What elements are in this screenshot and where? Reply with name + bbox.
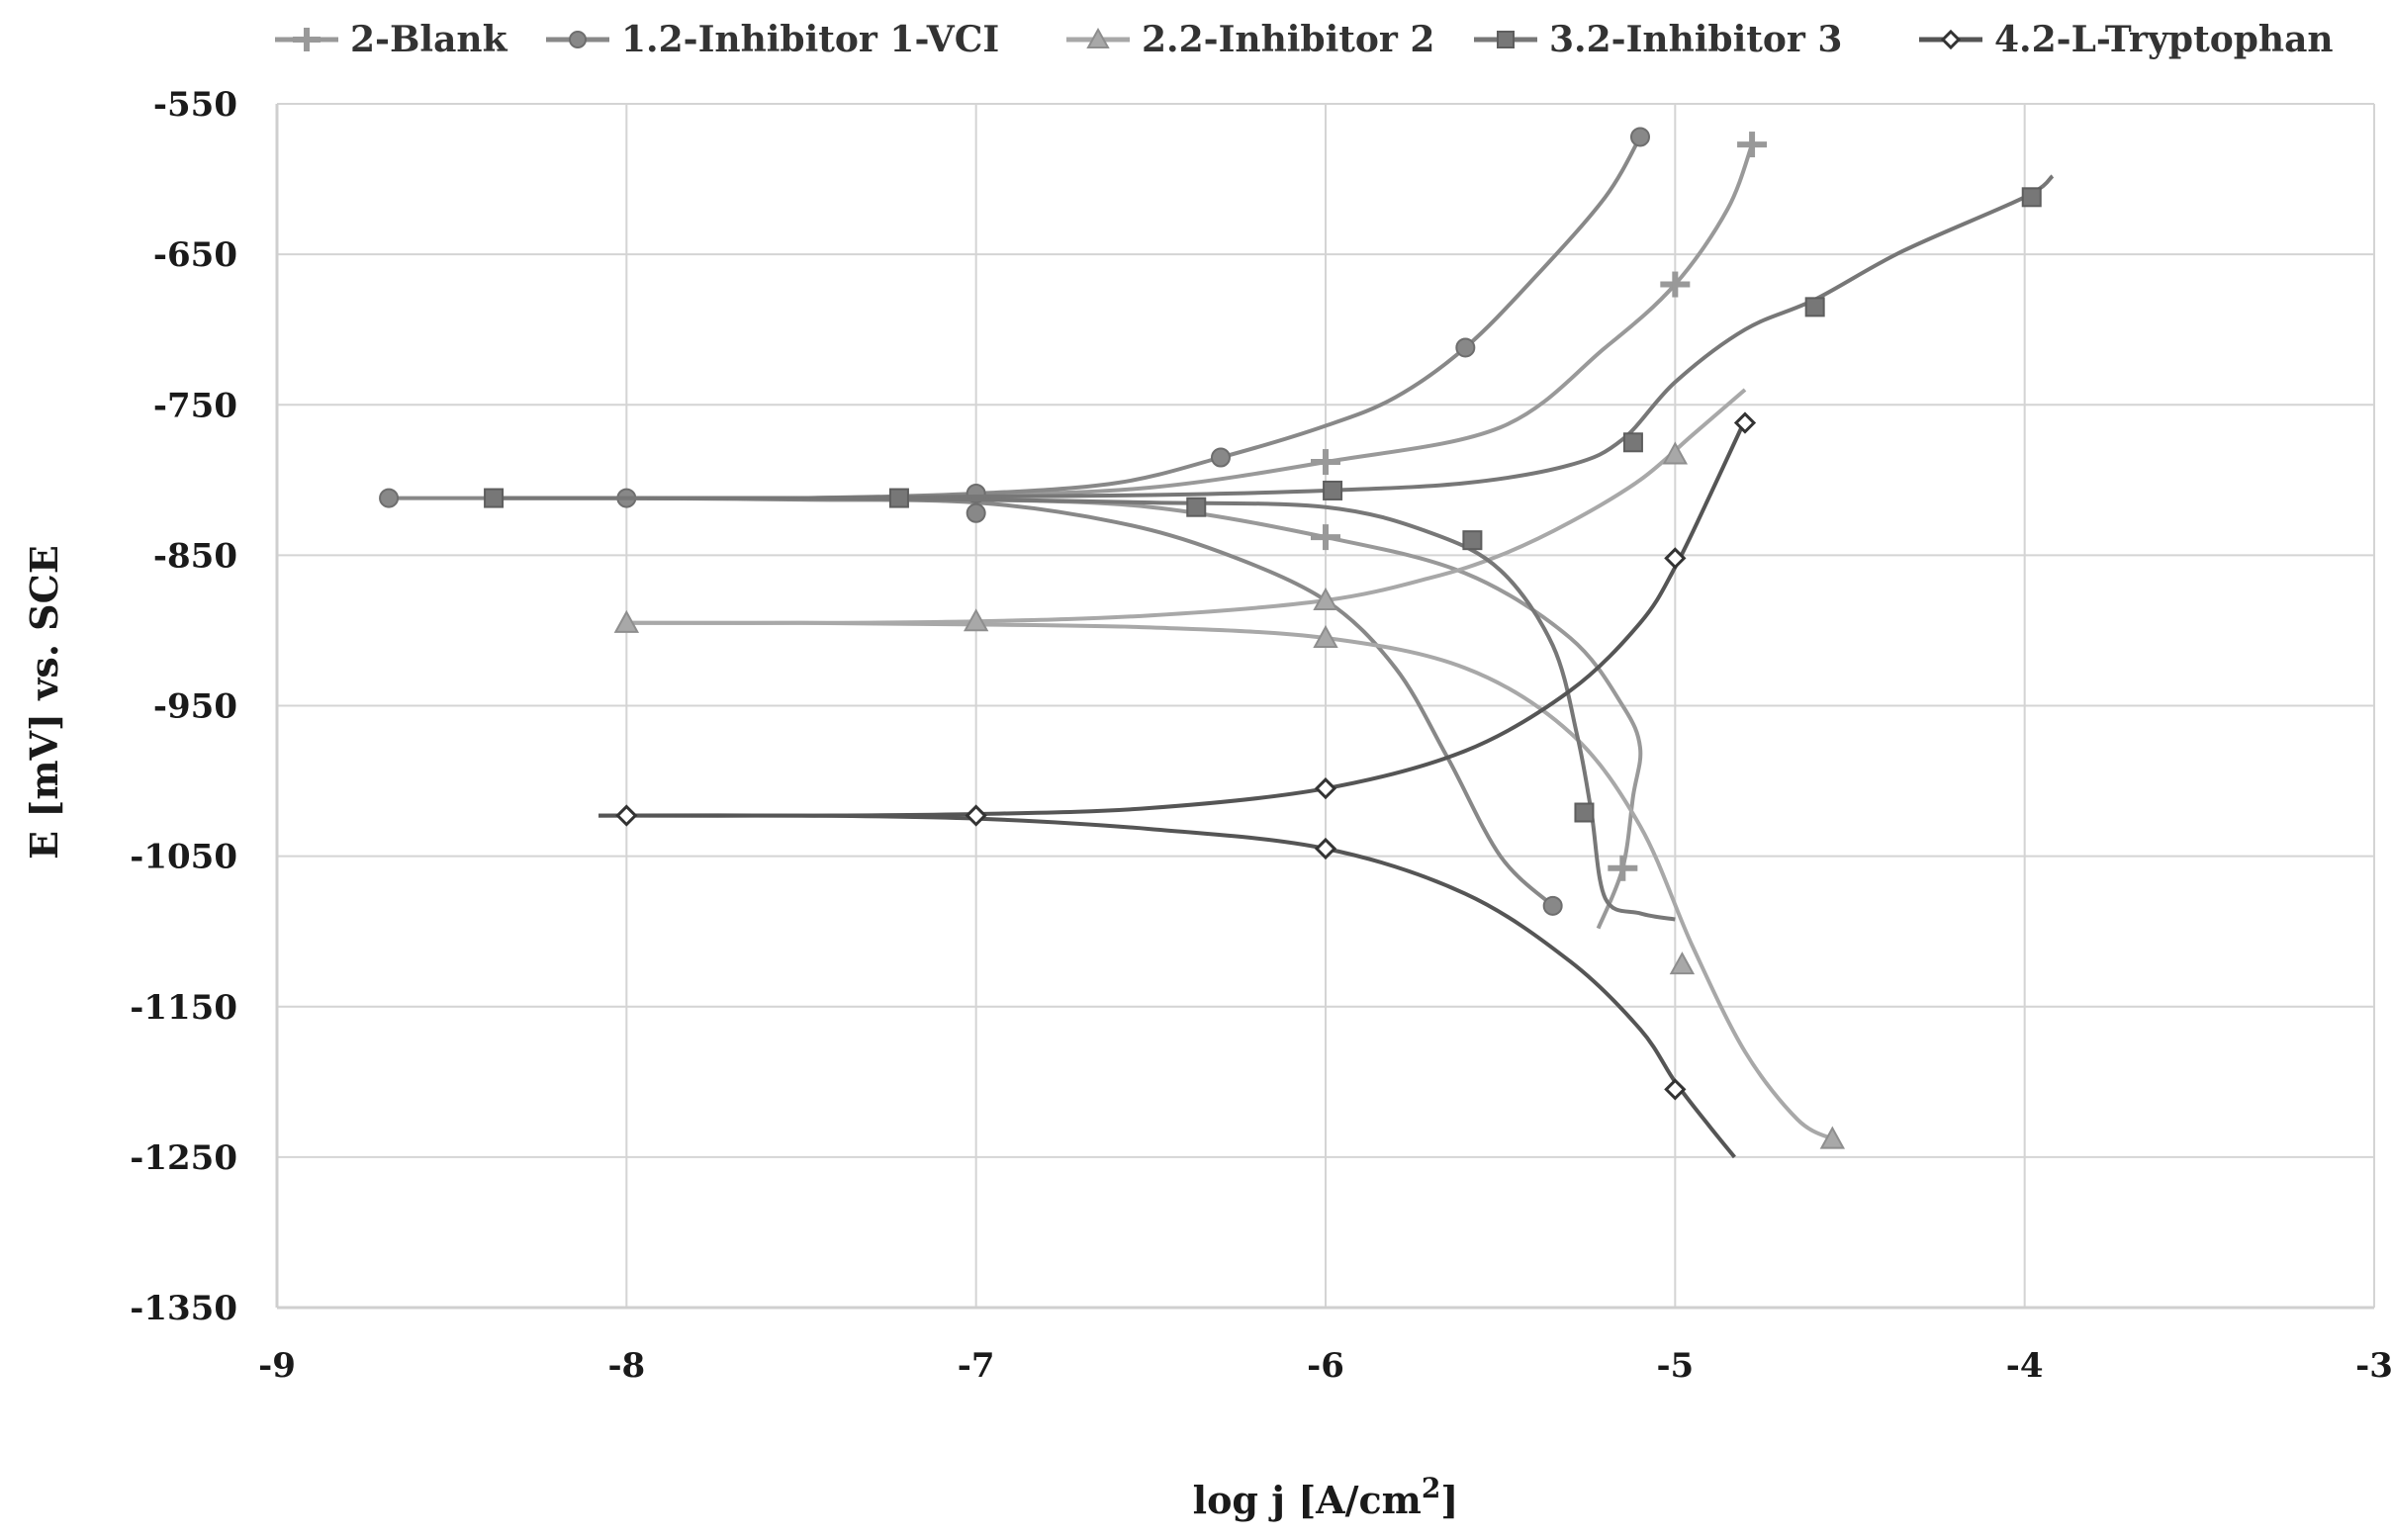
marker-triangle (613, 609, 640, 633)
marker-diamond (1664, 1078, 1687, 1101)
marker-circle (966, 502, 986, 523)
legend-item-4: 4.2-L-Tryptophan (1919, 19, 2334, 60)
marker-circle (1455, 337, 1476, 358)
marker-square (484, 488, 505, 508)
legend-item-3: 3.2-Inhibitor 3 (1474, 19, 1842, 60)
marker-diamond (965, 804, 987, 827)
marker-plus (1737, 132, 1768, 158)
y-tick-label: -1250 (130, 1138, 237, 1178)
series-group (379, 127, 2055, 1159)
legend-item-1: 1.2-Inhibitor 1-VCI (546, 19, 999, 60)
marker-diamond (615, 804, 638, 827)
y-tick-label: -950 (153, 687, 237, 727)
x-tick-label: -4 (2006, 1346, 2044, 1386)
marker-square (1804, 297, 1825, 317)
marker-plus (293, 28, 321, 51)
legend-label: 4.2-L-Tryptophan (1994, 19, 2334, 60)
x-axis-title: log j [A/cm2] (1193, 1472, 1459, 1523)
marker-circle (1211, 447, 1231, 468)
legend-label: 2-Blank (350, 19, 508, 60)
marker-square (1497, 31, 1515, 48)
series-3 (484, 174, 2055, 922)
marker-square (888, 488, 909, 508)
series-line (389, 136, 1642, 500)
x-axis-title-main: log j [A/cm (1193, 1478, 1422, 1522)
x-tick-label: -3 (2355, 1346, 2392, 1386)
marker-diamond (1940, 29, 1962, 50)
marker-square (1622, 432, 1643, 453)
series-line (626, 143, 1754, 500)
marker-circle (1542, 895, 1563, 916)
marker-square (2021, 187, 2042, 208)
grid (276, 103, 2375, 1309)
y-tick-label: -1050 (130, 838, 237, 877)
y-axis-title: E [mV] vs. SCE (22, 545, 66, 860)
marker-square (1323, 480, 1343, 500)
series-4 (598, 411, 1757, 1159)
y-tick-label: -650 (153, 235, 237, 275)
x-tick-label: -8 (607, 1346, 645, 1386)
x-axis-title-end: ] (1440, 1478, 1458, 1522)
marker-circle (1630, 127, 1650, 147)
marker-diamond (1664, 547, 1687, 570)
series-line (598, 813, 1736, 1159)
marker-triangle (1086, 27, 1110, 48)
y-tick-label: -750 (153, 386, 237, 425)
marker-triangle (1313, 624, 1338, 649)
x-tick-label: -7 (958, 1346, 995, 1386)
marker-circle (569, 31, 587, 48)
marker-triangle (1662, 441, 1689, 465)
series-line (626, 496, 1555, 908)
axes: -550 -650 -750 -850 -950 -1050 -1150 -1250 -1350… (130, 85, 2392, 1386)
legend: 2-Blank 1.2-Inhibitor 1-VCI 2.2-Inhibitor … (275, 19, 2334, 60)
marker-square (1186, 497, 1207, 517)
series-line (598, 418, 1747, 818)
y-tick-label: -550 (153, 85, 237, 125)
marker-circle (379, 488, 400, 508)
legend-label: 1.2-Inhibitor 1-VCI (621, 19, 999, 60)
marker-plus (1608, 855, 1638, 881)
y-tick-label: -1150 (130, 988, 237, 1028)
series-0 (626, 132, 1768, 930)
series-1 (379, 127, 1650, 916)
marker-diamond (1314, 777, 1337, 800)
legend-item-0: 2-Blank (275, 19, 508, 60)
marker-plus (1660, 271, 1691, 298)
series-line (494, 174, 2055, 500)
legend-label: 3.2-Inhibitor 3 (1549, 19, 1842, 60)
marker-plus (1311, 524, 1340, 551)
marker-triangle (1819, 1126, 1846, 1149)
x-tick-label: -6 (1307, 1346, 1344, 1386)
marker-triangle (1669, 951, 1696, 975)
series-2 (613, 388, 1846, 1149)
series-line (626, 388, 1747, 625)
marker-diamond (1314, 837, 1337, 861)
x-tick-label: -9 (258, 1346, 296, 1386)
marker-plus (1311, 449, 1340, 476)
marker-triangle (963, 608, 989, 632)
legend-item-2: 2.2-Inhibitor 2 (1066, 19, 1434, 60)
marker-square (1462, 530, 1483, 551)
marker-triangle (1313, 587, 1338, 611)
series-line (494, 496, 1676, 922)
marker-diamond (1733, 411, 1757, 434)
legend-label: 2.2-Inhibitor 2 (1142, 19, 1434, 60)
marker-square (1574, 802, 1595, 823)
y-tick-label: -850 (153, 536, 237, 576)
x-axis-title-sup: 2 (1422, 1472, 1440, 1504)
series-line (626, 620, 1834, 1141)
x-tick-label: -5 (1656, 1346, 1694, 1386)
y-tick-label: -1350 (130, 1289, 237, 1328)
